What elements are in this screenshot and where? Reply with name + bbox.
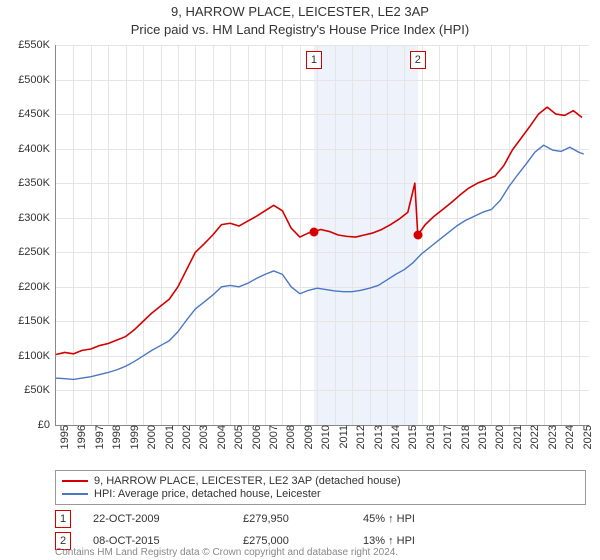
sale-marker [309, 227, 318, 236]
x-axis-label: 1995 [59, 425, 71, 465]
legend: 9, HARROW PLACE, LEICESTER, LE2 3AP (det… [55, 470, 586, 505]
x-axis-label: 1996 [76, 425, 88, 465]
x-axis-label: 2000 [146, 425, 158, 465]
x-axis-label: 2008 [285, 425, 297, 465]
x-axis-label: 2009 [303, 425, 315, 465]
sales-price: £275,000 [243, 535, 363, 547]
x-axis-label: 2022 [529, 425, 541, 465]
x-axis-label: 2016 [425, 425, 437, 465]
x-axis-label: 2007 [268, 425, 280, 465]
x-axis-label: 2023 [547, 425, 559, 465]
x-axis-label: 2025 [582, 425, 594, 465]
y-axis-label: £250K [5, 246, 50, 258]
callout-box: 1 [306, 51, 322, 69]
chart-title-address: 9, HARROW PLACE, LEICESTER, LE2 3AP [0, 4, 600, 19]
y-axis-label: £400K [5, 143, 50, 155]
x-axis-label: 2019 [477, 425, 489, 465]
sales-delta: 45% ↑ HPI [363, 513, 483, 525]
x-axis-label: 2021 [512, 425, 524, 465]
series-price_paid [56, 205, 314, 354]
x-axis-label: 1999 [129, 425, 141, 465]
sales-table: 122-OCT-2009£279,95045% ↑ HPI208-OCT-201… [55, 506, 588, 550]
x-axis-label: 2012 [355, 425, 367, 465]
chart-root: 9, HARROW PLACE, LEICESTER, LE2 3AP Pric… [0, 0, 600, 560]
x-axis-label: 2010 [320, 425, 332, 465]
x-axis-label: 2013 [373, 425, 385, 465]
y-axis-label: £550K [5, 39, 50, 51]
y-axis-label: £150K [5, 315, 50, 327]
x-axis-label: 2015 [407, 425, 419, 465]
sales-delta: 13% ↑ HPI [363, 535, 483, 547]
y-axis-label: £300K [5, 212, 50, 224]
x-axis-label: 2006 [251, 425, 263, 465]
sales-price: £279,950 [243, 513, 363, 525]
chart-title-sub: Price paid vs. HM Land Registry's House … [0, 22, 600, 37]
y-axis-label: £500K [5, 74, 50, 86]
y-axis-label: £0 [5, 419, 50, 431]
x-axis-label: 2005 [233, 425, 245, 465]
sales-row: 1 22-OCT-2009£279,95045% ↑ HPI [55, 510, 588, 528]
footer-line: Contains HM Land Registry data © Crown c… [55, 547, 588, 560]
x-axis-label: 2003 [198, 425, 210, 465]
x-axis-label: 2001 [164, 425, 176, 465]
y-axis-label: £50K [5, 384, 50, 396]
sales-date: 08-OCT-2015 [93, 535, 243, 547]
x-axis-label: 2004 [216, 425, 228, 465]
callout-box: 2 [410, 51, 426, 69]
y-axis-label: £450K [5, 108, 50, 120]
footer-note: Contains HM Land Registry data © Crown c… [55, 547, 588, 560]
y-axis-label: £100K [5, 350, 50, 362]
legend-swatch [62, 493, 88, 495]
y-axis-label: £200K [5, 281, 50, 293]
sales-date: 22-OCT-2009 [93, 513, 243, 525]
x-axis-label: 2018 [460, 425, 472, 465]
legend-label: HPI: Average price, detached house, Leic… [94, 488, 321, 500]
series-price_paid [314, 183, 418, 237]
legend-label: 9, HARROW PLACE, LEICESTER, LE2 3AP (det… [94, 475, 401, 487]
series-price_paid [418, 107, 582, 235]
sale-marker [413, 231, 422, 240]
legend-swatch [62, 480, 88, 482]
x-axis-label: 2014 [390, 425, 402, 465]
legend-item: 9, HARROW PLACE, LEICESTER, LE2 3AP (det… [62, 475, 579, 487]
x-axis-label: 2020 [494, 425, 506, 465]
plot-area: 12 [55, 45, 589, 426]
y-axis-label: £350K [5, 177, 50, 189]
series-hpi [56, 145, 584, 379]
sales-index-box: 1 [55, 510, 71, 528]
x-axis-label: 1998 [111, 425, 123, 465]
x-axis-label: 2002 [181, 425, 193, 465]
x-axis-label: 2024 [564, 425, 576, 465]
x-axis-label: 1997 [94, 425, 106, 465]
x-axis-label: 2017 [442, 425, 454, 465]
x-axis-label: 2011 [338, 425, 350, 465]
line-layer [56, 45, 589, 425]
legend-item: HPI: Average price, detached house, Leic… [62, 488, 579, 500]
